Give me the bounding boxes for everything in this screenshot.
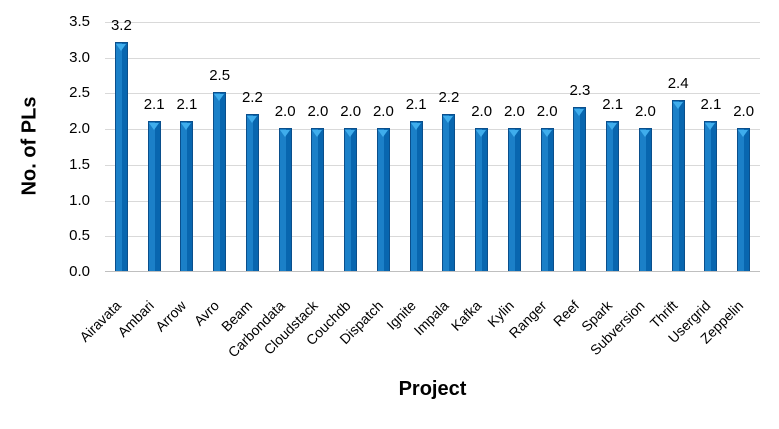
y-tick-label: 2.5 [69,84,90,102]
y-tick-label: 1.0 [69,191,90,209]
bar [442,113,456,271]
x-axis-title: Project [398,378,467,400]
bar-cap-triangle [246,115,257,123]
bar-cap-triangle [639,130,650,138]
y-tick-label: 1.5 [69,155,90,173]
bar-cap-triangle [738,130,749,138]
bar-cap-triangle [476,130,487,138]
bar [606,121,620,271]
bar [638,128,652,271]
bar [278,128,292,271]
y-tick-label: 0.0 [69,263,90,280]
bar [475,128,489,271]
bar [507,128,521,271]
value-label: 2.2 [241,88,263,106]
value-label: 2.0 [536,103,558,121]
bar-cap-triangle [312,130,323,138]
y-axis-title: No. of PLs [18,96,41,196]
value-label: 2.1 [700,96,722,113]
gridline [105,93,760,95]
y-tick-label: 3.5 [69,13,90,30]
y-tick-label: 2.0 [69,120,90,138]
bar-cap-triangle [705,123,716,130]
bar [737,128,751,271]
value-label: 2.2 [438,88,460,106]
bar [311,128,325,271]
value-label: 3.2 [110,17,132,35]
value-label: 2.1 [602,96,624,113]
value-label: 2.0 [634,103,656,121]
plot-area [105,22,760,272]
category-label: Avro [190,297,223,329]
gridline [105,57,760,59]
value-label: 2.5 [209,67,231,85]
category-label: Arrow [152,297,190,335]
value-label: 2.0 [471,103,493,121]
bar [540,128,554,271]
bar-cap-triangle [607,123,618,130]
bar [213,92,227,271]
bar-cap-triangle [410,123,421,130]
gridline [105,236,760,238]
value-label: 2.4 [667,74,689,92]
value-label: 2.0 [372,103,394,121]
category-label: Airavata [76,297,124,345]
bar [180,121,194,271]
value-label: 2.0 [274,103,296,121]
bar [573,106,587,271]
y-tick-label: 0.5 [69,227,90,245]
bar-cap-triangle [279,130,290,138]
bar-cap-triangle [574,108,585,116]
bar-cap-triangle [345,130,356,138]
category-label: Reef [550,297,583,330]
gridline [105,200,760,202]
bar-cap-triangle [148,123,159,130]
bar [671,99,685,271]
bar [245,113,259,271]
category-label: Impala [410,297,452,339]
bar [147,121,161,271]
bar-cap-triangle [181,123,192,130]
gridline [105,129,760,131]
y-tick-label: 3.0 [69,48,90,66]
bar [344,128,358,271]
gridline [105,22,760,23]
bar-cap-triangle [377,130,388,138]
value-label: 2.0 [503,103,525,121]
gridline [105,164,760,166]
bar [376,128,390,271]
bar-cap-triangle [443,115,454,123]
bar [704,121,718,271]
bar-cap-triangle [541,130,552,138]
value-label: 2.0 [307,103,329,121]
value-label: 2.0 [733,103,755,121]
bar-cap-triangle [115,44,126,52]
value-label: 2.1 [176,96,198,113]
value-label: 2.1 [143,96,165,113]
bar [409,121,423,271]
category-label: Ambari [114,297,157,340]
value-label: 2.0 [340,103,362,121]
bar-cap-triangle [672,101,683,109]
bar [114,42,128,271]
category-label: Kafka [447,297,485,334]
bar-cap-triangle [214,94,225,102]
value-label: 2.3 [569,81,591,99]
bar-cap-triangle [508,130,519,138]
value-label: 2.1 [405,96,427,113]
